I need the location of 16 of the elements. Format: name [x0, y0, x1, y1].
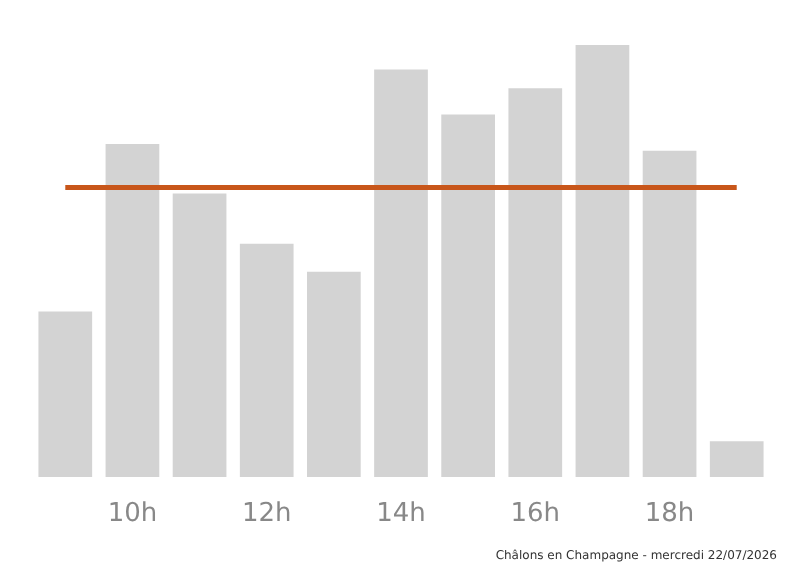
bar: [642, 150, 697, 477]
x-tick-label: 12h: [241, 499, 292, 529]
x-tick-label: 14h: [376, 499, 426, 529]
bar: [575, 45, 630, 477]
bar: [38, 311, 93, 477]
bar: [508, 88, 563, 477]
bar: [441, 114, 495, 477]
bar: [374, 69, 428, 477]
bar: [307, 271, 361, 477]
bar: [172, 193, 227, 477]
x-tick-label: 10h: [107, 499, 158, 529]
x-tick-label: 16h: [510, 499, 561, 529]
bar: [105, 143, 160, 477]
bar: [709, 441, 764, 477]
x-tick-label: 18h: [644, 499, 695, 529]
bar: [239, 243, 294, 477]
